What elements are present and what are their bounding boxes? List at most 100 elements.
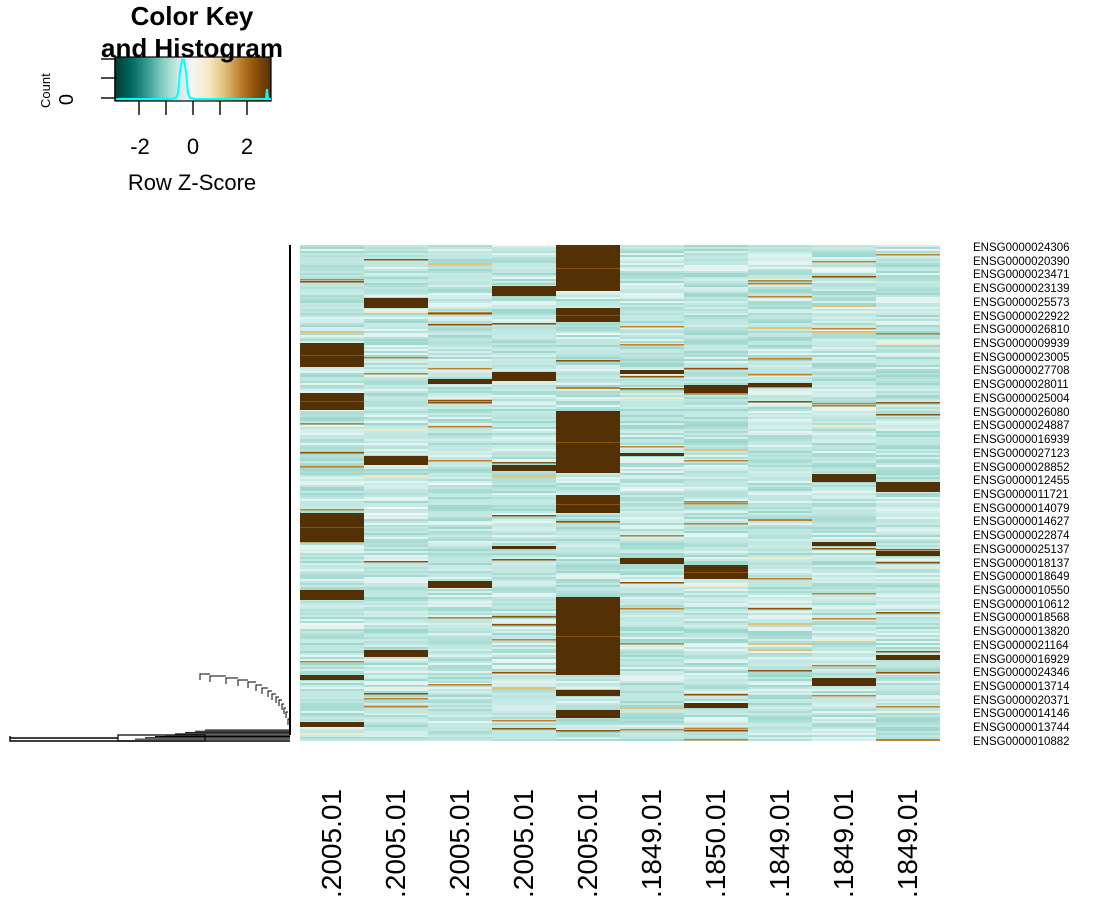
heatmap-cell (684, 511, 748, 513)
heatmap-cell (556, 361, 620, 363)
heatmap-cell (300, 265, 364, 267)
heatmap-cell (428, 685, 492, 687)
heatmap-cell (556, 583, 620, 585)
heatmap-cell (684, 451, 748, 453)
heatmap-cell (620, 379, 684, 381)
heatmap-cell (364, 609, 428, 611)
heatmap-cell (812, 601, 876, 603)
heatmap-cell (876, 471, 940, 473)
heatmap-cell (620, 631, 684, 633)
heatmap-cell (428, 417, 492, 419)
heatmap-cell (620, 481, 684, 483)
heatmap-cell (684, 271, 748, 273)
heatmap-cell (492, 649, 556, 651)
heatmap-cell (684, 719, 748, 721)
heatmap-cell (556, 733, 620, 735)
heatmap-cell (876, 725, 940, 727)
heatmap-cell (748, 519, 812, 521)
heatmap-cell (428, 701, 492, 703)
heatmap-cell (684, 483, 748, 485)
color-key-xlabel: Row Z-Score (127, 170, 257, 195)
heatmap-cell (428, 733, 492, 735)
heatmap-cell (748, 321, 812, 323)
heatmap-cell (620, 323, 684, 325)
heatmap-cell (684, 303, 748, 305)
heatmap-cell (492, 691, 556, 693)
heatmap-cell (556, 723, 620, 725)
heatmap-cell (684, 535, 748, 537)
heatmap-cell (684, 623, 748, 625)
heatmap-cell (748, 439, 812, 441)
heatmap-cell (300, 299, 364, 301)
heatmap-cell (300, 497, 364, 499)
heatmap-cell (876, 429, 940, 431)
heatmap-cell (876, 639, 940, 641)
heatmap-cell (876, 631, 940, 633)
heatmap-cell (620, 589, 684, 591)
heatmap-cell (300, 421, 364, 423)
heatmap-cell (876, 509, 940, 511)
heatmap-cell (364, 691, 428, 693)
heatmap-cell (492, 369, 556, 371)
heatmap-cell (876, 559, 940, 561)
heatmap-cell (748, 575, 812, 577)
heatmap-cell (684, 383, 748, 385)
heatmap-cell (684, 639, 748, 641)
heatmap-cell (812, 313, 876, 315)
heatmap-cell (684, 539, 748, 541)
heatmap-cell (364, 401, 428, 403)
heatmap-cell (748, 393, 812, 395)
heatmap-cell (300, 383, 364, 385)
heatmap-cell (300, 413, 364, 415)
heatmap-cell (620, 247, 684, 249)
heatmap-cell (620, 388, 684, 390)
heatmap-cell (492, 611, 556, 613)
heatmap-cell (812, 331, 876, 333)
row-label: ENSG0000014146 (973, 708, 1070, 721)
heatmap-cell (620, 299, 684, 301)
heatmap-cell (812, 273, 876, 275)
heatmap-cell (812, 511, 876, 513)
heatmap-cell (876, 341, 940, 343)
heatmap-cell (364, 735, 428, 737)
heatmap-cell (876, 543, 940, 545)
heatmap-cell (748, 257, 812, 259)
heatmap-cell (876, 323, 940, 325)
heatmap-cell (364, 577, 428, 579)
heatmap-cell (876, 635, 940, 637)
heatmap-cell (364, 419, 428, 421)
heatmap-cell (364, 715, 428, 717)
heatmap-cell (748, 615, 812, 617)
heatmap-cell (300, 713, 364, 715)
heatmap-cell (300, 441, 364, 443)
heatmap-cell (812, 279, 876, 281)
heatmap-cell (620, 711, 684, 713)
heatmap-cell (428, 647, 492, 649)
heatmap-cell (556, 519, 620, 521)
heatmap-cell (748, 563, 812, 565)
heatmap-cell (812, 717, 876, 719)
heatmap-cell (492, 551, 556, 553)
heatmap-cell (364, 279, 428, 281)
heatmap-cell (748, 621, 812, 623)
heatmap-cell (620, 301, 684, 303)
heatmap-cell (748, 487, 812, 489)
heatmap-cell (300, 249, 364, 251)
heatmap-cell (876, 677, 940, 679)
heatmap-cell (876, 431, 940, 433)
heatmap-cell (620, 737, 684, 739)
heatmap-cell (748, 319, 812, 321)
heatmap-cell (556, 739, 620, 741)
heatmap-cell (300, 275, 364, 277)
heatmap-cell (748, 251, 812, 253)
heatmap-cell (428, 643, 492, 645)
heatmap-cell (620, 447, 684, 449)
heatmap-cell (492, 345, 556, 347)
heatmap-cell (684, 315, 748, 317)
heatmap-cell (748, 657, 812, 659)
row-label: ENSG0000016929 (973, 653, 1070, 666)
row-label: ENSG0000028011 (973, 379, 1069, 392)
heatmap-cell (620, 449, 684, 451)
heatmap-cell (364, 437, 428, 439)
heatmap-cell (876, 351, 940, 353)
